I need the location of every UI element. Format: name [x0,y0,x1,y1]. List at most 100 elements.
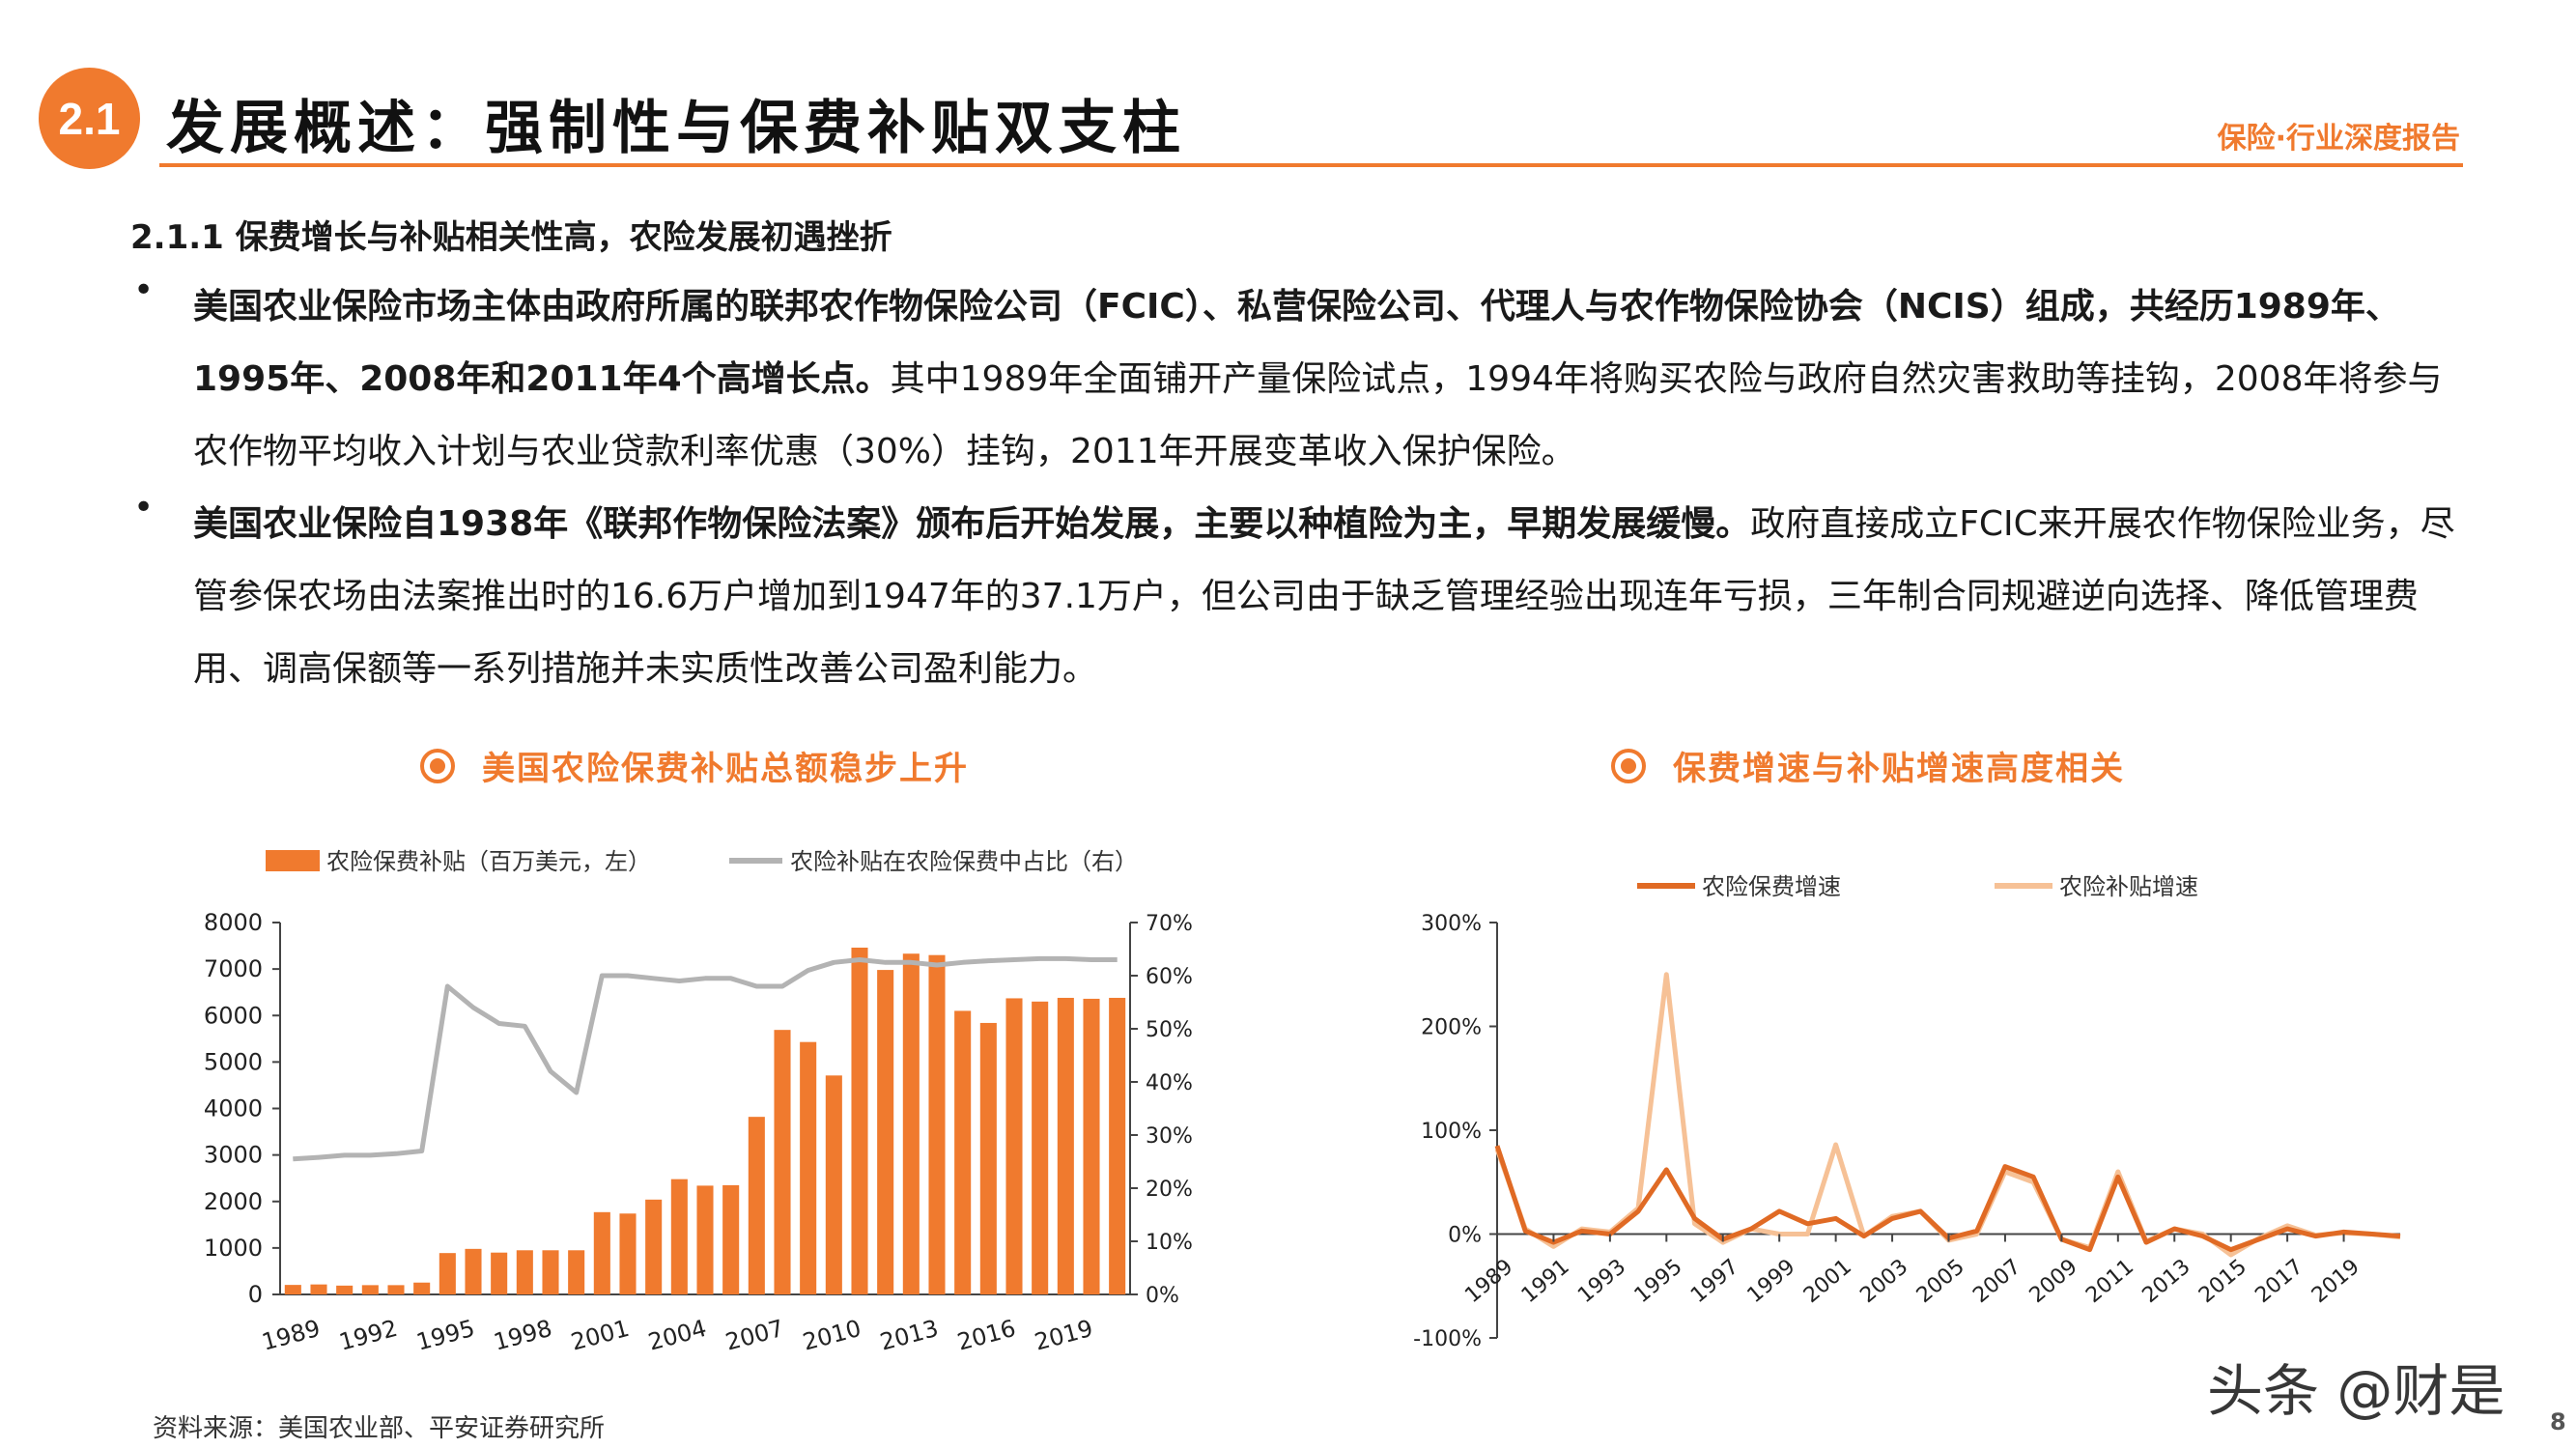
bar-2000 [568,1250,585,1294]
x-tick-label: 2019 [1032,1315,1095,1356]
x-tick-label: 2005 [1912,1255,1969,1308]
bullet-bold-text: 美国农业保险自1938年《联邦作物保险法案》颁布后开始发展，主要以种植险为主，早… [193,504,1751,544]
bullet-normal-text: 其中1989年全面铺开产量保险试点，1994年将购买农险与政府自然灾害救助等挂钩… [193,359,2443,471]
report-tag: 保险·行业深度报告 [2217,122,2460,156]
x-tick-label: 2010 [800,1315,863,1356]
y-left-tick-label: 1000 [204,1235,263,1262]
y-left-tick-label: 8000 [204,909,263,936]
y-tick-label: -100% [1413,1327,1482,1351]
bar-2015 [954,1010,972,1294]
subheading: 2.1.1 保费增长与补贴相关性高，农险发展初遇挫折 [130,218,892,257]
chart-1-header: 美国农险保费补贴总额稳步上升 [420,742,969,789]
x-tick-label: 1999 [1743,1255,1800,1308]
x-tick-label: 2007 [722,1315,786,1356]
y-right-tick-label: 10% [1146,1231,1193,1255]
subsidy-ratio-line [293,955,1118,1162]
x-tick-label: 2009 [2025,1255,2082,1308]
x-tick-label: 2013 [877,1315,941,1356]
bar-2013 [902,953,920,1294]
bar-1991 [336,1285,354,1294]
bar-2020 [1083,998,1100,1294]
bar-2018 [1032,1001,1049,1294]
bar-1997 [491,1252,508,1294]
page-number: 8 [2550,1408,2566,1435]
bar-2006 [722,1184,740,1294]
header-divider [159,163,2463,167]
bar-1992 [361,1285,379,1294]
x-tick-label: 2019 [2307,1255,2364,1308]
y-right-tick-label: 50% [1146,1018,1193,1042]
bar-2005 [696,1185,714,1294]
bar-2007 [748,1117,765,1294]
bar-1990 [310,1284,327,1294]
bar-2008 [774,1030,791,1294]
y-tick-label: 100% [1421,1120,1482,1144]
chart-2-title: 保费增速与补贴增速高度相关 [1673,750,2125,788]
bar-1993 [387,1285,405,1294]
x-tick-label: 2015 [2194,1255,2251,1308]
x-tick-label: 2017 [2250,1255,2307,1308]
bar-2002 [619,1213,637,1294]
bar-1996 [465,1248,482,1294]
source-note: 资料来源：美国农业部、平安证券研究所 [153,1414,606,1443]
target-icon [1611,748,1646,783]
bar-2016 [979,1022,997,1294]
y-left-tick-label: 5000 [204,1048,263,1075]
x-tick-label: 1998 [491,1315,554,1356]
y-left-tick-label: 3000 [204,1142,263,1169]
chart-2-header: 保费增速与补贴增速高度相关 [1611,742,2125,789]
bar-2009 [800,1041,817,1294]
x-tick-label: 1992 [336,1315,400,1356]
bar-2021 [1109,997,1126,1294]
y-tick-label: 0% [1448,1224,1482,1248]
y-left-tick-label: 6000 [204,1002,263,1029]
y-right-tick-label: 30% [1146,1124,1193,1149]
y-left-tick-label: 4000 [204,1095,263,1122]
legend-swatch-bar [266,850,320,871]
legend-label-subsidy: 农险补贴增速 [2059,873,2198,900]
bar-1989 [284,1285,301,1294]
y-right-tick-label: 20% [1146,1178,1193,1202]
bar-1995 [439,1253,456,1294]
x-tick-label: 1991 [1517,1255,1574,1308]
bar-1994 [413,1282,431,1294]
x-tick-label: 1993 [1573,1255,1630,1308]
bullet-bold-text: 美国农业保险市场主体由政府所属的联邦农作物保险公司（FCIC）、私营保险公司、代… [193,287,2400,399]
page-title: 发展概述：强制性与保费补贴双支柱 [166,95,1186,162]
y-left-tick-label: 2000 [204,1188,263,1215]
y-tick-label: 300% [1421,912,1482,936]
legend-label-premium: 农险保费增速 [1702,873,1841,900]
legend-label-bar: 农险保费补贴（百万美元，左） [326,848,651,875]
bar-2010 [825,1075,842,1294]
y-left-tick-label: 7000 [204,955,263,982]
x-tick-label: 2004 [645,1315,709,1356]
x-tick-label: 2013 [2138,1255,2195,1308]
x-tick-label: 1995 [1630,1255,1687,1308]
chart-1-title: 美国农险保费补贴总额稳步上升 [482,750,969,788]
y-right-tick-label: 0% [1146,1284,1179,1308]
x-tick-label: 1989 [259,1315,323,1356]
x-tick-label: 2001 [1799,1255,1856,1308]
y-right-tick-label: 70% [1146,912,1193,936]
legend-label-line: 农险补贴在农险保费中占比（右） [790,848,1138,875]
section-number-badge: 2.1 [39,68,140,169]
bullet-paragraph-2: 美国农业保险自1938年《联邦作物保险法案》颁布后开始发展，主要以种植险为主，早… [193,488,2473,705]
x-tick-label: 2016 [954,1315,1018,1356]
bullet-marker: • [133,270,155,310]
x-tick-label: 2007 [1968,1255,2025,1308]
x-tick-label: 1997 [1686,1255,1743,1308]
bar-1999 [542,1250,559,1294]
bullet-marker: • [133,488,155,527]
bar-2001 [593,1211,610,1294]
bar-2017 [1005,998,1023,1294]
x-tick-label: 2011 [2081,1255,2138,1308]
y-right-tick-label: 40% [1146,1071,1193,1095]
bar-2011 [851,947,868,1294]
bar-2012 [877,970,894,1294]
bar-1998 [516,1250,533,1294]
target-icon [420,748,455,783]
premium-subsidy-chart: 农险保费补贴（百万美元，左） 农险补贴在农险保费中占比（右） 0 1000 2000… [204,848,1193,1356]
bullet-normal-text: 政府直接成立FCIC来开展农作物保险业务，尽管参保农场由法案推出时的16.6万户… [193,504,2455,689]
x-tick-label: 1995 [413,1315,477,1356]
x-tick-label: 2003 [1855,1255,1912,1308]
